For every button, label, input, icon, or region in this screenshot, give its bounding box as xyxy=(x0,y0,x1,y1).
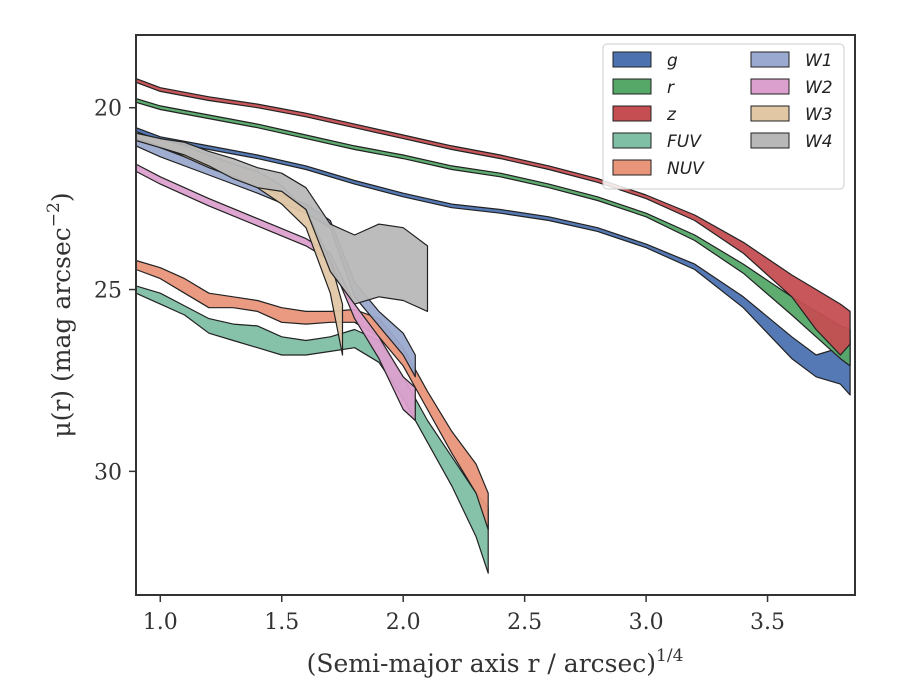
series-area-g xyxy=(135,127,851,396)
x-tick-label: 3.5 xyxy=(750,610,785,635)
legend-swatch-w1 xyxy=(750,51,790,68)
legend-swatch-w3 xyxy=(750,105,790,122)
legend-label-r: r xyxy=(667,78,675,98)
x-axis-ticks: 1.0 1.5 2.0 2.5 3.0 3.5 xyxy=(143,595,785,635)
y-tick-label: 25 xyxy=(94,279,122,304)
legend-label-z: z xyxy=(666,105,677,125)
legend-label-fuv: FUV xyxy=(667,132,702,152)
legend-swatch-g xyxy=(612,51,652,68)
legend-swatch-w4 xyxy=(750,132,790,149)
plot-frame xyxy=(135,34,856,596)
legend-swatch-w2 xyxy=(750,78,790,95)
y-tick-label: 30 xyxy=(94,460,122,485)
series-area-w4 xyxy=(135,132,429,312)
y-axis-label: μ(r) (mag arcsec−2) xyxy=(44,192,76,437)
x-tick-label: 2.0 xyxy=(386,610,421,635)
legend-swatch-z xyxy=(612,105,652,122)
y-axis-ticks: 20 25 30 xyxy=(94,97,136,485)
legend-label-w4: W4 xyxy=(805,132,833,152)
legend-label-w1: W1 xyxy=(805,51,833,71)
legend-label-g: g xyxy=(667,51,678,71)
y-tick-label: 20 xyxy=(94,97,122,122)
legend-label-nuv: NUV xyxy=(667,159,705,179)
x-tick-label: 3.0 xyxy=(629,610,664,635)
legend-label-w3: W3 xyxy=(805,105,833,125)
legend-swatch-fuv xyxy=(612,132,652,149)
series-area-fuv xyxy=(135,285,489,574)
series-area-nuv xyxy=(135,259,489,531)
x-tick-label: 1.0 xyxy=(143,610,178,635)
x-tick-label: 1.5 xyxy=(264,610,299,635)
x-tick-label: 2.5 xyxy=(507,610,542,635)
series-area-w2 xyxy=(135,163,416,422)
legend-swatch-nuv xyxy=(612,159,652,176)
series-area-r xyxy=(135,98,851,367)
legend-label-w2: W2 xyxy=(805,78,833,98)
legend: grz FUV NUV W1 W2 W3 W4 xyxy=(602,43,845,190)
x-axis-label: (Semi-major axis r / arcsec)1/4 xyxy=(307,646,684,678)
legend-items: grz FUV NUV W1 W2 W3 W4 xyxy=(612,51,833,179)
legend-swatch-r xyxy=(612,78,652,95)
profile-areas xyxy=(135,78,851,574)
series-area-z xyxy=(135,78,851,356)
